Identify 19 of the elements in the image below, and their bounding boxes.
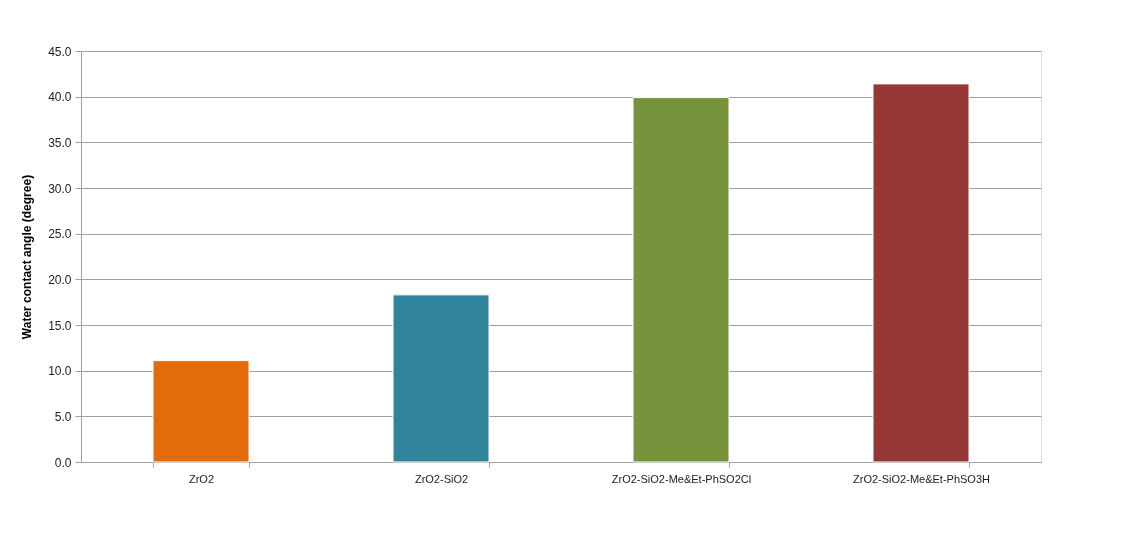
- y-tick-label: 20.0: [48, 272, 72, 287]
- y-tick-label: 15.0: [48, 318, 72, 333]
- y-tick-label: 45.0: [48, 44, 72, 59]
- bar: [872, 83, 970, 463]
- y-axis-title: Water contact angle (degree): [20, 174, 35, 340]
- bar: [152, 360, 250, 463]
- x-tick-label: ZrO2-SiO2-Me&Et-PhSO2Cl: [611, 472, 752, 485]
- y-tick-label: 25.0: [48, 227, 72, 242]
- y-tick-label: 5.0: [54, 409, 72, 424]
- x-tick-label: ZrO2-SiO2: [414, 472, 469, 485]
- y-tick-label: 0.0: [54, 455, 72, 470]
- x-tick-label: ZrO2-SiO2-Me&Et-PhSO3H: [853, 472, 991, 485]
- bar: [632, 97, 730, 463]
- x-tick-label: ZrO2: [188, 472, 215, 485]
- y-tick-label: 30.0: [48, 181, 72, 196]
- y-tick-label: 40.0: [48, 90, 72, 105]
- y-tick-label: 10.0: [48, 364, 72, 379]
- bar: [392, 294, 490, 463]
- y-tick-label: 35.0: [48, 135, 72, 150]
